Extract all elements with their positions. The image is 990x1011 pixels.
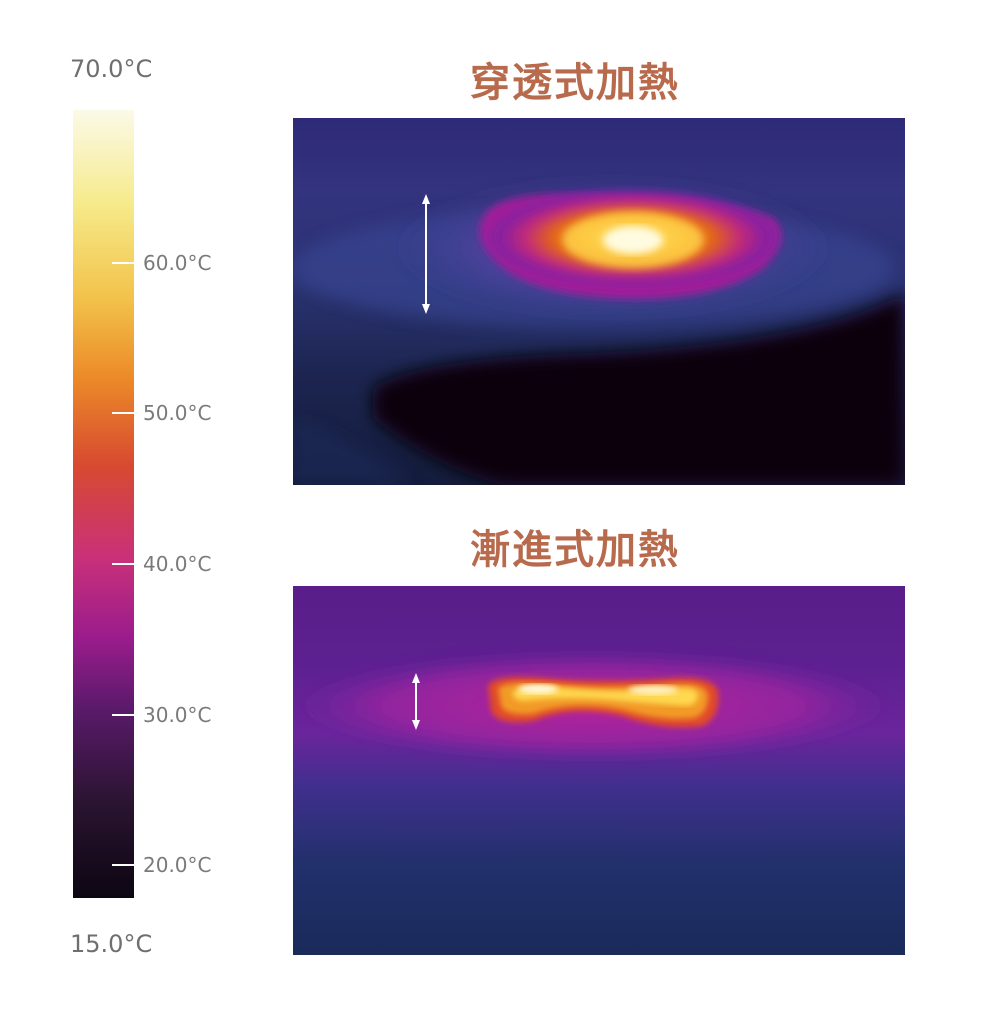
thermal-image-top bbox=[293, 118, 905, 485]
tick-label-40: 40.0°C bbox=[143, 552, 212, 576]
scale-max-label: 70.0°C bbox=[70, 55, 153, 83]
temperature-colorbar bbox=[73, 110, 134, 898]
tick-label-20: 20.0°C bbox=[143, 853, 212, 877]
scale-min-label: 15.0°C bbox=[70, 930, 153, 958]
tick-mark-60 bbox=[112, 262, 134, 264]
tick-mark-50 bbox=[112, 412, 134, 414]
tick-mark-30 bbox=[112, 714, 134, 716]
bottom-panel-title: 漸進式加熱 bbox=[470, 527, 680, 573]
top-panel-title: 穿透式加熱 bbox=[470, 60, 680, 106]
thermal-image-bottom bbox=[293, 586, 905, 955]
tick-label-60: 60.0°C bbox=[143, 251, 212, 275]
tick-mark-20 bbox=[112, 864, 134, 866]
tick-label-30: 30.0°C bbox=[143, 703, 212, 727]
tick-label-50: 50.0°C bbox=[143, 401, 212, 425]
tick-mark-40 bbox=[112, 563, 134, 565]
